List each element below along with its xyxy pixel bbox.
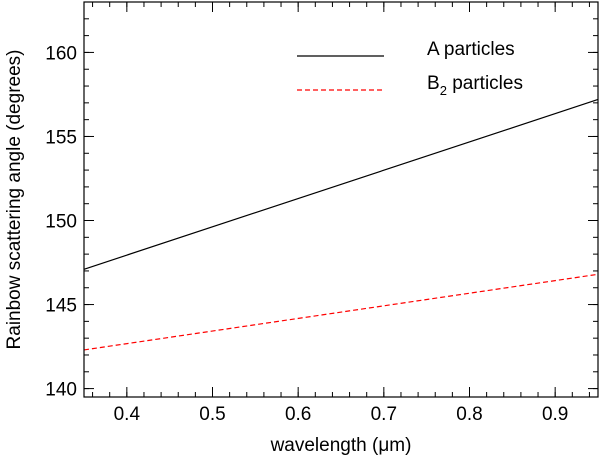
y-tick-label: 155 [45, 127, 77, 148]
plot-frame [83, 1, 599, 398]
x-tick-label: 0.9 [542, 404, 568, 425]
y-tick-label: 145 [45, 296, 77, 317]
series-layer [83, 98, 599, 351]
tick-labels: 0.4 0.5 0.6 0.7 0.8 0.9 140 145 150 155 160 [45, 43, 568, 425]
x-tick-label: 0.8 [456, 404, 482, 425]
x-tick-label: 0.5 [199, 404, 225, 425]
x-tick-label: 0.7 [371, 404, 397, 425]
series-line-b2-particles [83, 273, 599, 351]
legend-label-a-main: A particles [427, 39, 515, 60]
x-tick-label: 0.6 [285, 404, 311, 425]
x-axis-title: wavelength (μm) [270, 435, 412, 456]
legend-label-b2-particles: B2 particles [427, 73, 523, 98]
series-line-a-particles [83, 98, 599, 270]
legend-label-b-main: B [427, 73, 440, 94]
y-axis-title: Rainbow scattering angle (degrees) [4, 50, 25, 350]
legend: A particles B2 particles [297, 39, 523, 98]
y-tick-label: 140 [45, 380, 77, 401]
major-ticks [84, 2, 598, 397]
minor-ticks [84, 1, 598, 397]
y-tick-label: 150 [45, 212, 77, 233]
x-axis-title-suffix: ) [405, 435, 411, 456]
legend-label-b-after: particles [447, 73, 523, 94]
x-axis-title-prefix: wavelength ( [270, 435, 379, 456]
y-tick-label: 160 [45, 43, 77, 64]
legend-label-a-particles: A particles [427, 39, 515, 60]
x-axis-title-unit: μm [378, 435, 405, 456]
x-tick-label: 0.4 [114, 404, 141, 425]
legend-label-b-subscript: 2 [440, 83, 447, 98]
